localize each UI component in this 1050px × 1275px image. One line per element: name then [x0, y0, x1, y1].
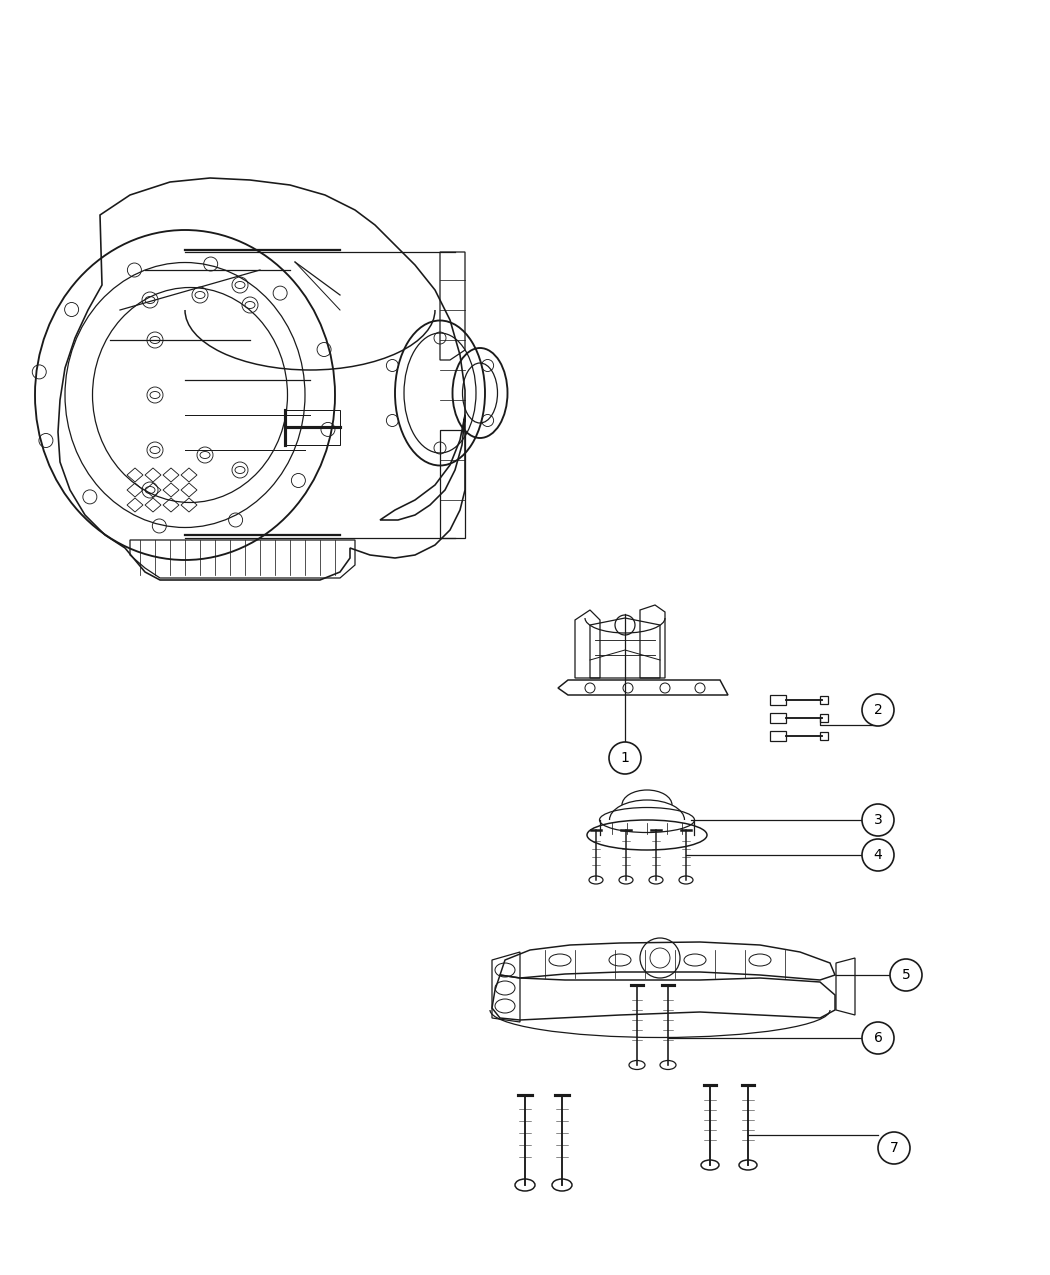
- Circle shape: [862, 1023, 894, 1054]
- Circle shape: [609, 742, 640, 774]
- Circle shape: [862, 694, 894, 725]
- Bar: [770, 731, 786, 741]
- Text: 4: 4: [874, 848, 882, 862]
- Bar: [820, 696, 828, 704]
- Bar: [820, 732, 828, 739]
- Bar: [770, 713, 786, 723]
- Bar: [285, 411, 340, 445]
- Bar: [820, 714, 828, 722]
- Circle shape: [862, 805, 894, 836]
- Circle shape: [878, 1132, 910, 1164]
- Bar: [770, 695, 786, 705]
- Text: 2: 2: [874, 703, 882, 717]
- Text: 1: 1: [621, 751, 629, 765]
- Text: 7: 7: [889, 1141, 899, 1155]
- Text: 3: 3: [874, 813, 882, 827]
- Text: 6: 6: [874, 1031, 882, 1046]
- Circle shape: [890, 959, 922, 991]
- Text: 5: 5: [902, 968, 910, 982]
- Circle shape: [862, 839, 894, 871]
